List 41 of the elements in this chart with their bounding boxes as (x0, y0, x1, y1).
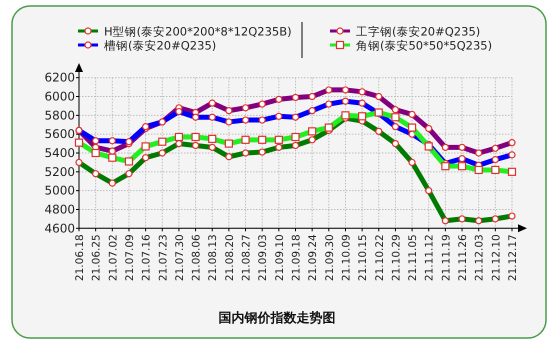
y-tick-label: 4800 (44, 202, 75, 216)
x-tick-label: 21.12.17 (507, 234, 519, 282)
x-tick-label: 21.11.19 (440, 234, 452, 282)
x-tick-label: 21.09.10 (274, 234, 286, 282)
y-tick-label: 6200 (44, 70, 75, 85)
legend-label: 工字钢(泰安20#Q235) (356, 24, 480, 38)
x-tick-label: 21.07.23 (157, 234, 170, 282)
x-tick-label: 21.10.09 (340, 234, 352, 282)
x-tick-label: 21.07.09 (124, 234, 136, 282)
x-tick-label: 21.10.29 (390, 234, 402, 282)
x-tick-label: 21.11.12 (424, 234, 436, 282)
y-tick-label: 5000 (44, 184, 75, 198)
x-tick-label: 21.07.30 (174, 234, 186, 282)
y-tick-label: 5400 (44, 146, 75, 160)
x-tick-label: 21.09.30 (324, 234, 336, 282)
x-tick-label: 21.11.26 (457, 234, 470, 282)
x-tick-label: 21.11.05 (407, 234, 420, 282)
x-tick-label: 21.10.15 (357, 234, 370, 282)
x-tick-label: 21.08.20 (224, 234, 236, 282)
x-tick-label: 21.07.16 (140, 234, 153, 282)
x-tick-label: 21.06.18 (74, 234, 86, 282)
y-tick-label: 5600 (44, 127, 75, 142)
legend-label: 角钢(泰安50*50*5Q235) (356, 38, 492, 52)
x-tick-label: 21.09.03 (257, 234, 270, 282)
text: 国内钢价指数走势图 (218, 310, 336, 326)
x-tick-label: 21.10.22 (374, 234, 386, 282)
y-tick-label: 5800 (44, 108, 75, 122)
legend-label: H型钢(泰安200*200*8*12Q235B) (104, 24, 292, 38)
y-tick-label: 6000 (44, 90, 75, 104)
x-tick-label: 21.12.03 (474, 234, 486, 282)
x-tick-label: 21.09.24 (307, 234, 320, 282)
x-tick-label: 21.06.25 (90, 234, 103, 282)
x-tick-label: 21.08.13 (207, 234, 220, 282)
x-tick-label: 21.08.27 (240, 234, 253, 282)
y-tick-label: 5200 (44, 164, 75, 179)
y-tick-label: 4600 (44, 221, 75, 236)
x-tick-label: 21.12.10 (490, 234, 502, 282)
legend-label: 槽钢(泰安20#Q235) (104, 38, 216, 52)
x-tick-label: 21.07.02 (107, 234, 120, 282)
x-tick-label: 21.08.06 (190, 234, 203, 282)
x-tick-label: 21.09.18 (290, 234, 302, 282)
